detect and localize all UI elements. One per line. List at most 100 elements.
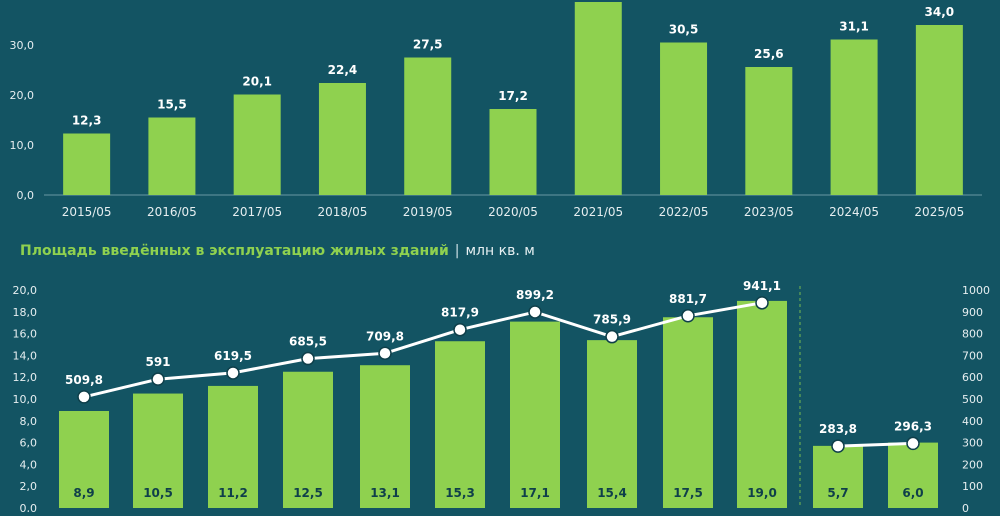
bar	[510, 321, 560, 508]
bar-value-label: 22,4	[328, 63, 358, 77]
y-left-tick-label: 12,0	[13, 371, 38, 384]
y-left-tick-label: 14,0	[13, 349, 38, 362]
line-point	[681, 309, 695, 323]
x-tick-label: 2024/05	[829, 205, 879, 219]
bar-value-label: 8,9	[73, 486, 94, 500]
line-value-label: 283,8	[819, 422, 857, 436]
bar	[663, 317, 713, 508]
bar-value-label: 6,0	[902, 486, 923, 500]
bar-value-label: 27,5	[413, 38, 443, 52]
chart-2-title-unit: млн кв. м	[465, 243, 535, 259]
y-left-tick-label: 0,0	[20, 502, 38, 512]
bar-value-label: 17,2	[498, 89, 528, 103]
bar-value-label: 31,1	[839, 20, 869, 34]
y-right-tick-label: 1000	[962, 284, 990, 297]
chart-2-title-text: Площадь введённых в эксплуатацию жилых з…	[20, 243, 449, 259]
bar	[148, 117, 196, 195]
line-value-label: 619,5	[214, 349, 252, 363]
x-tick-label: 2015/05	[62, 205, 112, 219]
y-left-tick-label: 10,0	[13, 393, 38, 406]
line-value-label: 296,3	[894, 419, 932, 433]
y-left-tick-label: 8,0	[20, 415, 38, 428]
bar	[360, 365, 410, 508]
bar-value-label: 15,4	[597, 486, 627, 500]
x-tick-label: 2019/05	[403, 205, 453, 219]
y-left-tick-label: 2,0	[20, 480, 38, 493]
bar	[888, 442, 938, 508]
line-value-label: 817,9	[441, 306, 479, 320]
bar	[283, 371, 333, 508]
bar	[63, 133, 111, 195]
chart-2-title: Площадь введённых в эксплуатацию жилых з…	[20, 243, 535, 259]
x-tick-label: 2020/05	[488, 205, 538, 219]
line-point	[378, 346, 392, 361]
bar-value-label: 17,1	[520, 486, 550, 500]
y-tick-label: 20,0	[10, 89, 35, 102]
x-tick-label: 2016/05	[147, 205, 197, 219]
line-value-label: 881,7	[669, 292, 707, 306]
x-tick-label: 2025/05	[914, 205, 964, 219]
y-right-tick-label: 700	[962, 349, 983, 362]
y-right-tick-label: 800	[962, 328, 983, 341]
line-point	[906, 436, 920, 451]
bar-value-label: 15,3	[445, 486, 475, 500]
bar	[745, 67, 793, 195]
y-right-tick-label: 400	[962, 415, 983, 428]
line-point	[226, 366, 240, 380]
line-value-label: 941,1	[743, 279, 781, 293]
bar	[435, 341, 485, 508]
y-tick-label: 30,0	[10, 39, 35, 52]
bar-value-label: 19,0	[747, 486, 777, 500]
x-tick-label: 2022/05	[659, 205, 709, 219]
y-left-tick-label: 20,0	[13, 284, 38, 297]
y-right-tick-label: 900	[962, 306, 983, 319]
y-tick-label: 40,0	[10, 0, 35, 2]
line-point	[77, 390, 91, 404]
bar-value-label: 12,3	[72, 114, 102, 128]
x-tick-label: 2017/05	[232, 205, 282, 219]
y-right-tick-label: 300	[962, 437, 983, 450]
line-value-label: 709,8	[366, 329, 404, 343]
x-tick-label: 2018/05	[318, 205, 368, 219]
bar	[830, 39, 878, 195]
chart-1: 0,0 10,0 20,0 30,0 40,0 12,3 2015/05 15,5 2016/0…	[10, 0, 982, 219]
line-point	[453, 322, 467, 337]
title-separator: |	[454, 243, 460, 259]
bar	[737, 300, 787, 508]
bar-value-label: 11,2	[218, 486, 248, 500]
line-value-label: 899,2	[516, 288, 554, 302]
bar-value-label: 20,1	[242, 75, 272, 89]
bar-value-label: 25,6	[754, 47, 784, 61]
bar-value-label: 12,5	[293, 486, 323, 500]
y-left-tick-label: 18,0	[13, 306, 38, 319]
bar-value-label: 5,7	[827, 486, 848, 500]
bar	[660, 42, 708, 195]
bar-value-label: 17,5	[673, 486, 703, 500]
bar-value-label: 34,0	[925, 5, 955, 19]
y-tick-label: 0,0	[17, 189, 35, 202]
line-value-label: 591	[145, 355, 170, 369]
y-right-tick-label: 100	[962, 480, 983, 493]
y-tick-label: 10,0	[10, 139, 35, 152]
line-point	[528, 305, 542, 319]
series-line	[837, 441, 914, 448]
y-right-tick-label: 600	[962, 371, 983, 384]
x-tick-label: 2023/05	[744, 205, 794, 219]
bar-value-label: 13,1	[370, 486, 400, 500]
bar	[208, 385, 258, 508]
bar	[404, 57, 452, 195]
line-point	[151, 372, 165, 386]
bar	[587, 340, 637, 508]
x-tick-label: 2021/05	[573, 205, 623, 219]
chart-2: 0,0 2,0 4,0 6,0 8,0 10,0 12,0 14,0 16,0 18,0 20,0 0…	[13, 279, 991, 515]
series-line	[83, 301, 763, 399]
y-left-tick-label: 6,0	[20, 437, 38, 450]
line-value-label: 509,8	[65, 373, 103, 387]
bar	[489, 109, 537, 195]
bar-value-label: 10,5	[143, 486, 173, 500]
y-left-tick-label: 16,0	[13, 328, 38, 341]
line-point	[755, 296, 769, 310]
bar	[133, 393, 183, 508]
